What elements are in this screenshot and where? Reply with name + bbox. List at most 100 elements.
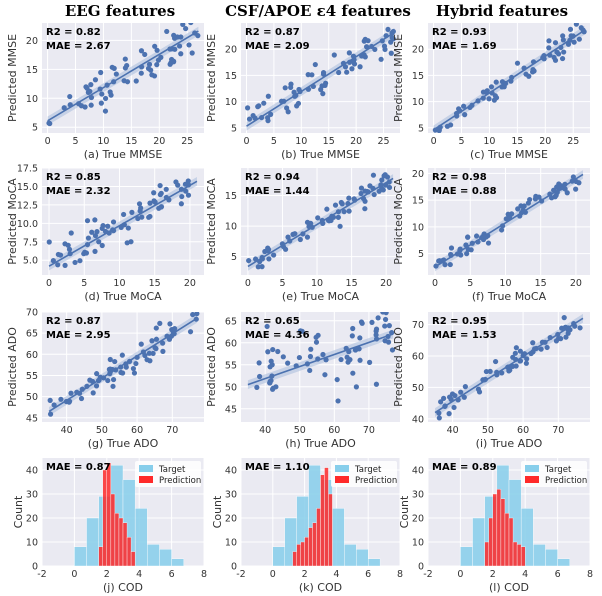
x-axis-label: (f) True MoCA bbox=[472, 290, 547, 303]
data-point bbox=[94, 371, 100, 377]
data-point bbox=[185, 192, 192, 198]
y-tick-label: 10 bbox=[26, 94, 38, 105]
data-point bbox=[339, 201, 345, 207]
data-point bbox=[72, 259, 78, 266]
data-point bbox=[119, 352, 125, 358]
data-point bbox=[178, 51, 184, 57]
data-point bbox=[296, 86, 302, 93]
data-point bbox=[558, 336, 564, 342]
data-point bbox=[288, 81, 294, 87]
data-point bbox=[441, 395, 447, 401]
plot-area bbox=[272, 465, 381, 566]
data-point bbox=[138, 70, 144, 76]
x-tick-label: 0 bbox=[457, 569, 463, 580]
data-point bbox=[172, 35, 178, 41]
data-point bbox=[442, 262, 448, 268]
y-tick-label: 65 bbox=[225, 316, 237, 327]
x-axis-label: (b) True MMSE bbox=[281, 148, 360, 161]
data-point bbox=[164, 28, 170, 35]
y-tick-label: 20 bbox=[26, 36, 38, 47]
data-point bbox=[65, 242, 71, 248]
prediction-bar bbox=[296, 544, 301, 566]
data-point bbox=[382, 316, 389, 323]
data-point bbox=[146, 61, 153, 67]
data-point bbox=[523, 360, 529, 366]
legend-label-target: Target bbox=[544, 465, 572, 475]
x-tick-label: 2 bbox=[104, 569, 110, 580]
x-tick-label: 0 bbox=[243, 136, 249, 147]
target-bar bbox=[460, 546, 473, 566]
data-point bbox=[304, 234, 311, 240]
x-tick-label: 20 bbox=[350, 136, 362, 147]
regression-line bbox=[247, 177, 394, 268]
data-point bbox=[145, 65, 152, 72]
mae-annotation: MAE = 1.69 bbox=[432, 41, 497, 52]
y-tick-label: 10 bbox=[412, 222, 424, 233]
x-tick-label: 10 bbox=[311, 278, 323, 289]
data-point bbox=[322, 372, 328, 378]
data-point bbox=[188, 23, 194, 26]
x-axis-label: (c) True MMSE bbox=[470, 148, 548, 161]
mae-annotation: MAE = 4.36 bbox=[245, 330, 310, 341]
y-tick-label: 10 bbox=[412, 538, 424, 549]
y-tick-label: 15 bbox=[225, 191, 237, 202]
data-point bbox=[491, 97, 497, 103]
data-point bbox=[373, 326, 380, 332]
data-point bbox=[438, 399, 444, 405]
legend-label-prediction: Prediction bbox=[355, 476, 397, 486]
data-point bbox=[265, 118, 271, 124]
y-tick-label: 55 bbox=[225, 360, 237, 371]
data-point bbox=[464, 251, 470, 257]
x-tick-label: 10 bbox=[483, 136, 495, 147]
y-tick-label: 20 bbox=[412, 169, 424, 180]
y-tick-label: 55 bbox=[26, 371, 38, 382]
y-axis-label: Predicted MoCA bbox=[392, 178, 405, 265]
prediction-bar bbox=[328, 493, 333, 566]
plot-area bbox=[46, 177, 198, 271]
data-point bbox=[313, 339, 320, 345]
data-point bbox=[573, 186, 579, 192]
data-point bbox=[514, 60, 521, 66]
x-tick-label: 70 bbox=[363, 425, 375, 436]
y-axis-label: Predicted MMSE bbox=[392, 34, 405, 122]
data-point bbox=[382, 338, 388, 344]
data-point bbox=[292, 231, 298, 237]
data-point bbox=[462, 384, 468, 390]
x-tick-label: 8 bbox=[587, 569, 593, 580]
legend-swatch-prediction bbox=[139, 476, 153, 483]
data-point bbox=[246, 116, 253, 122]
data-point bbox=[373, 332, 379, 338]
data-point bbox=[559, 55, 566, 62]
prediction-bar bbox=[114, 513, 120, 566]
data-point bbox=[380, 187, 386, 193]
data-point bbox=[561, 49, 567, 55]
legend-swatch-target bbox=[335, 465, 349, 472]
data-point bbox=[185, 178, 191, 184]
data-point bbox=[312, 61, 318, 68]
data-point bbox=[346, 195, 352, 201]
data-point bbox=[275, 348, 281, 355]
x-tick-label: 70 bbox=[552, 425, 564, 436]
mae-annotation: MAE = 1.44 bbox=[245, 186, 310, 197]
data-point bbox=[131, 370, 138, 376]
x-tick-label: 0 bbox=[45, 136, 51, 147]
data-point bbox=[338, 356, 344, 363]
prediction-bar bbox=[320, 474, 325, 566]
data-point bbox=[334, 376, 340, 383]
data-point bbox=[190, 312, 196, 318]
data-point bbox=[280, 354, 286, 360]
target-bar bbox=[472, 517, 485, 566]
target-bar bbox=[147, 544, 160, 566]
data-point bbox=[561, 315, 567, 321]
data-point bbox=[367, 359, 373, 365]
data-point bbox=[157, 182, 163, 189]
y-axis-label: Predicted MoCA bbox=[6, 178, 19, 265]
y-tick-label: 10 bbox=[225, 222, 237, 233]
data-point bbox=[87, 88, 93, 94]
y-tick-label: 12.5 bbox=[17, 200, 38, 211]
plot-area bbox=[434, 313, 584, 421]
